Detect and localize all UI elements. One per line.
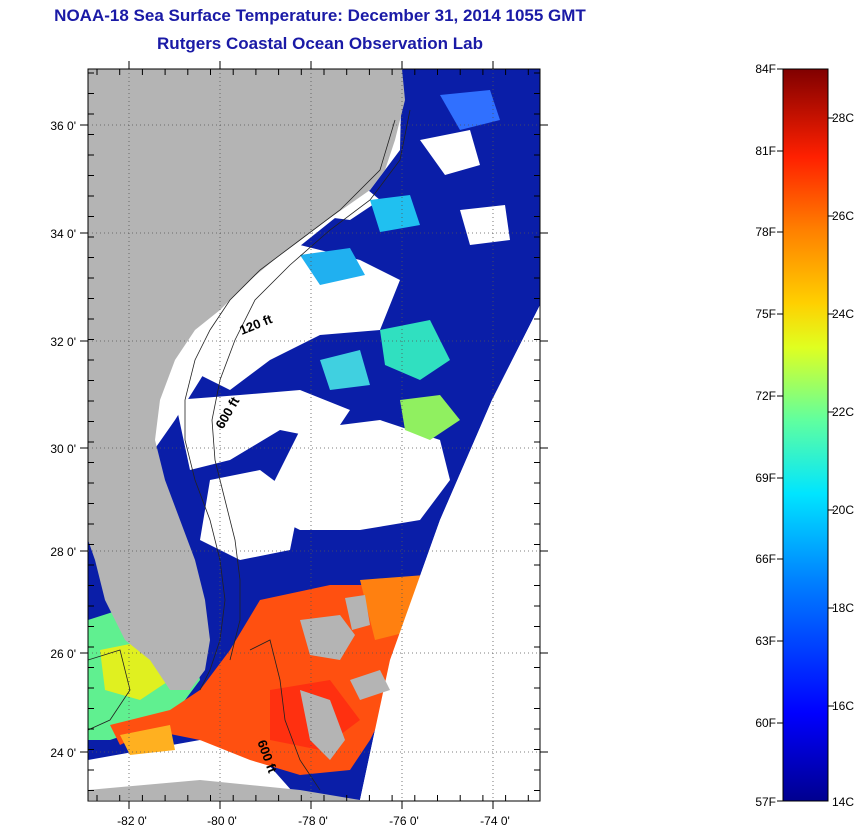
colorbar: 84F 81F 78F 75F 72F 69F 66F 63F 60F 57F … [755, 62, 854, 809]
bathymetry-contours [88, 109, 411, 791]
lon-label-82: -82 0' [117, 814, 147, 828]
lat-label-30: 30 0' [50, 442, 76, 456]
lat-label-32: 32 0' [50, 335, 76, 349]
map-subtitle: Rutgers Coastal Ocean Observation Lab [157, 34, 483, 53]
lon-label-80: -80 0' [207, 814, 237, 828]
land-bahamas [300, 595, 390, 760]
cb-c-14: 14C [832, 795, 854, 809]
cb-f-84: 84F [755, 62, 776, 76]
lat-label-28: 28 0' [50, 545, 76, 559]
lon-label-76: -76 0' [389, 814, 419, 828]
latitude-labels: 36 0' 34 0' 32 0' 30 0' 28 0' 26 0' 24 0… [50, 119, 76, 760]
colorbar-fahrenheit-labels: 84F 81F 78F 75F 72F 69F 66F 63F 60F 57F [755, 62, 776, 809]
land-cuba [88, 780, 360, 800]
lon-label-78: -78 0' [298, 814, 328, 828]
map-panel [88, 69, 540, 801]
cb-c-24: 24C [832, 307, 854, 321]
cb-c-28: 28C [832, 111, 854, 125]
lat-label-36: 36 0' [50, 119, 76, 133]
colorbar-gradient [782, 68, 829, 802]
cb-f-75: 75F [755, 307, 776, 321]
cb-c-22: 22C [832, 405, 854, 419]
cb-f-69: 69F [755, 471, 776, 485]
cb-f-57: 57F [755, 795, 776, 809]
cb-f-81: 81F [755, 144, 776, 158]
cb-f-72: 72F [755, 389, 776, 403]
cb-f-66: 66F [755, 552, 776, 566]
map-title: NOAA-18 Sea Surface Temperature: Decembe… [54, 6, 586, 25]
lon-label-74: -74 0' [480, 814, 510, 828]
cb-f-63: 63F [755, 634, 776, 648]
cb-c-18: 18C [832, 601, 854, 615]
cb-f-60: 60F [755, 716, 776, 730]
lat-label-24: 24 0' [50, 746, 76, 760]
map-frame [87, 68, 541, 802]
land-mainland [88, 69, 405, 690]
axis-ticks [80, 61, 548, 809]
cb-c-26: 26C [832, 209, 854, 223]
cb-c-16: 16C [832, 699, 854, 713]
cb-f-78: 78F [755, 225, 776, 239]
outside-swath [360, 305, 540, 800]
lat-label-34: 34 0' [50, 227, 76, 241]
lat-label-26: 26 0' [50, 647, 76, 661]
cb-c-20: 20C [832, 503, 854, 517]
graticule [88, 69, 540, 801]
colorbar-celsius-labels: 28C 26C 24C 22C 20C 18C 16C 14C [832, 111, 854, 809]
longitude-labels: -82 0' -80 0' -78 0' -76 0' -74 0' [117, 814, 510, 828]
